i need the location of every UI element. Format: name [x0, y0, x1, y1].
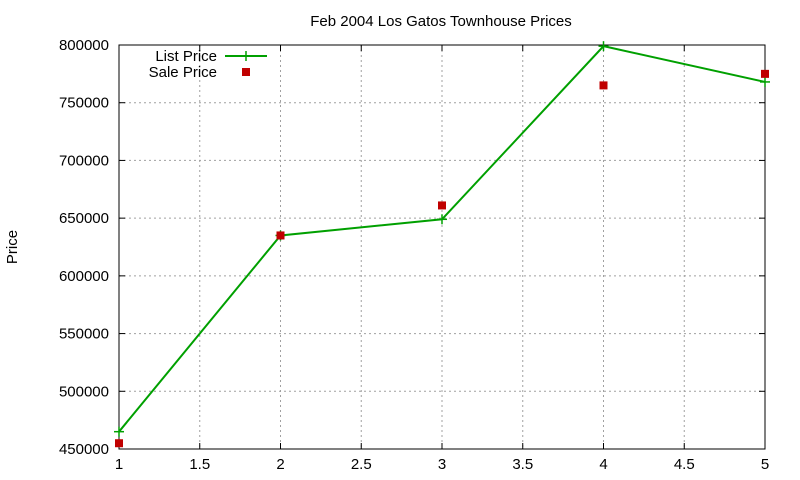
y-tick-label: 750000: [59, 95, 109, 112]
sale-price-point: [761, 69, 769, 78]
list-price-point: [437, 214, 447, 225]
chart-title: Feb 2004 Los Gatos Townhouse Prices: [310, 13, 572, 30]
x-tick-label: 1: [115, 456, 123, 473]
x-tick-label: 2: [276, 456, 284, 473]
x-tick-label: 5: [761, 456, 769, 473]
legend-label: Sale Price: [149, 64, 217, 81]
x-tick-label: 4: [599, 456, 607, 473]
x-tick-label: 4.5: [674, 456, 695, 473]
legend-label: List Price: [155, 48, 217, 65]
grid-lines: [119, 45, 765, 449]
legend-marker: [242, 68, 250, 76]
y-tick-label: 650000: [59, 210, 109, 227]
x-tick-label: 2.5: [351, 456, 372, 473]
list-price-point: [114, 426, 124, 437]
list-price-point: [760, 76, 770, 87]
x-tick-label: 3: [438, 456, 446, 473]
sale-price-point: [599, 81, 608, 90]
y-axis-label: Price: [4, 230, 21, 264]
list-price-point: [598, 41, 609, 52]
sale-price-point: [276, 231, 285, 240]
sale-price-point: [438, 201, 446, 210]
legend-marker: [241, 51, 251, 61]
sale-price-point: [115, 439, 123, 448]
list-price-line: [118, 45, 766, 433]
x-tick-label: 1.5: [189, 456, 210, 473]
series-marks: [114, 41, 770, 448]
y-tick-labels: 450000 500000 550000 600000 650000 700000 7500…: [59, 37, 109, 458]
y-tick-label: 500000: [59, 383, 109, 400]
x-tick-label: 3.5: [512, 456, 533, 473]
y-tick-label: 600000: [59, 268, 109, 285]
y-tick-label: 800000: [59, 37, 109, 54]
x-tick-labels: 1 1.5 2 2.5 3 3.5 4 4.5 5: [115, 456, 769, 473]
y-tick-label: 700000: [59, 152, 109, 169]
y-tick-label: 550000: [59, 326, 109, 343]
axis-ticks: [118, 44, 766, 450]
y-tick-label: 450000: [59, 441, 109, 458]
